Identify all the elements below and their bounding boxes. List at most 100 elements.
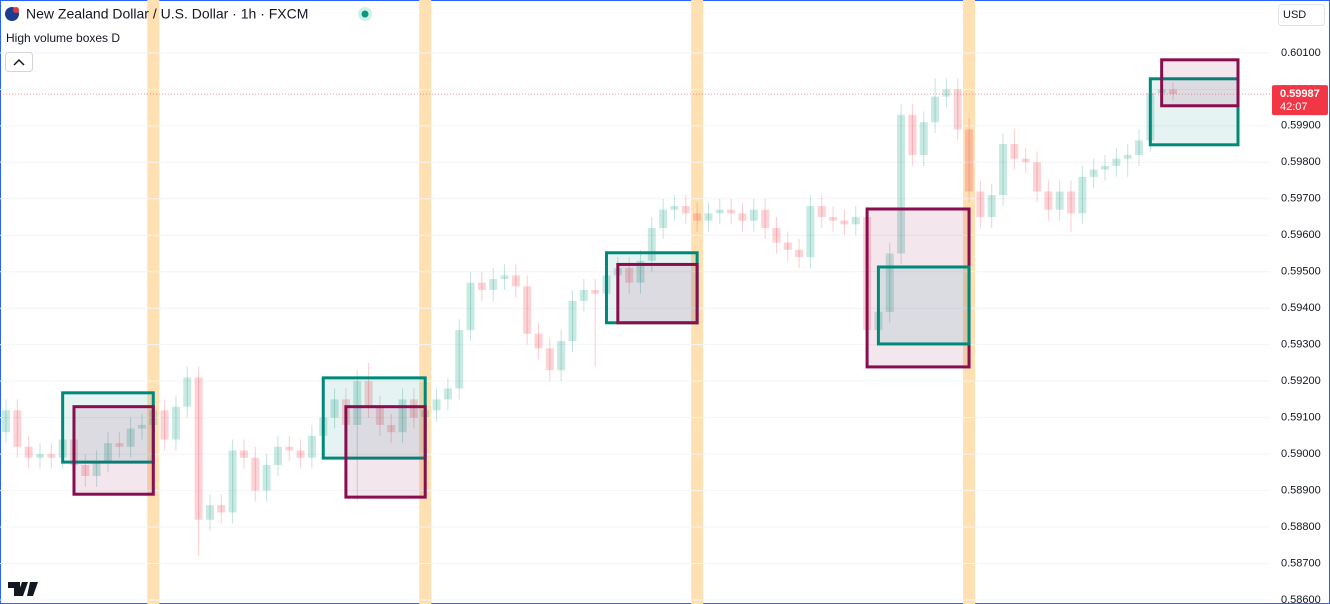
candle-body (239, 450, 248, 458)
candle-body (783, 242, 792, 250)
candle-body (228, 450, 237, 513)
y-tick-label: 0.59500 (1281, 266, 1321, 278)
currency-label: USD (1283, 9, 1306, 21)
candle-body (511, 275, 520, 287)
tradingview-logo[interactable] (8, 582, 38, 596)
countdown-label: 42:07 (1280, 101, 1308, 113)
candle-body (126, 428, 135, 447)
currency-button[interactable] (1278, 4, 1325, 26)
candle-body (251, 457, 260, 491)
candle-body (160, 410, 169, 440)
candle-body (1033, 162, 1042, 192)
candle-body (1123, 155, 1132, 159)
candle-body (523, 286, 532, 334)
candle-body (840, 220, 849, 225)
volume-box (1160, 58, 1240, 108)
candle-body (749, 209, 758, 221)
candle-body (81, 465, 90, 476)
candle-body (681, 206, 690, 214)
candle-body (409, 399, 418, 418)
candle-body (557, 341, 566, 371)
symbol-icon-flag (13, 7, 19, 13)
candle-body (432, 399, 441, 411)
y-tick-label: 0.59700 (1281, 193, 1321, 205)
candle-body (704, 213, 713, 221)
collapse-button[interactable] (5, 52, 33, 72)
symbol-title[interactable]: New Zealand Dollar / U.S. Dollar · 1h · … (26, 6, 308, 22)
candle-body (1010, 144, 1019, 159)
session-layer (147, 0, 976, 604)
volume-box (1148, 77, 1240, 147)
candle-body (387, 424, 396, 433)
candle-body (1168, 89, 1177, 95)
candle-body (636, 260, 645, 283)
volume-box (876, 265, 971, 346)
y-tick-label: 0.58900 (1281, 484, 1321, 496)
candle-body (761, 209, 770, 228)
candle-body (398, 399, 407, 433)
market-status-dot (361, 10, 369, 18)
candle-body (919, 122, 928, 156)
candle-body (795, 249, 804, 258)
y-tick-label: 0.59600 (1281, 229, 1321, 241)
grid-layer (0, 52, 1270, 601)
candle-body (24, 446, 33, 458)
candle-body (908, 114, 917, 156)
candle-body (568, 300, 577, 342)
last-price-tag (1272, 85, 1328, 116)
candle-body (2, 410, 10, 433)
y-tick-label: 0.60100 (1281, 47, 1321, 59)
candle-body (35, 454, 44, 458)
session-break (419, 0, 432, 604)
candle-body (466, 282, 475, 331)
candle-body (987, 195, 996, 218)
candle-body (103, 443, 112, 462)
y-tick-label: 0.59100 (1281, 412, 1321, 424)
candle-body (296, 450, 305, 458)
candle-body (999, 144, 1008, 196)
candle-body (829, 217, 838, 221)
candle-body (817, 206, 826, 218)
candle-body (885, 253, 894, 312)
box-layer (61, 58, 1240, 499)
candle-body (330, 399, 339, 418)
candle-body (806, 206, 815, 258)
candle-body (205, 505, 214, 520)
candle-body (137, 424, 146, 429)
y-tick-label: 0.59300 (1281, 339, 1321, 351)
candle-body (591, 289, 600, 294)
candle-body (545, 348, 554, 371)
candle-body (273, 446, 282, 466)
candle-body (1044, 191, 1053, 210)
last-price-label: 0.59987 (1280, 88, 1320, 100)
candle-body (659, 209, 668, 228)
candle-body (477, 282, 486, 290)
y-tick-label: 0.59000 (1281, 448, 1321, 460)
candle-body (353, 381, 362, 425)
y-tick-label: 0.58600 (1281, 594, 1321, 604)
candle-body (851, 217, 860, 225)
candle-body (183, 377, 192, 407)
candle-body (262, 465, 271, 491)
candle-body (13, 410, 22, 447)
candle-body (375, 406, 384, 425)
candle-body (976, 191, 985, 218)
candle-body (1112, 158, 1121, 166)
candle-body (670, 206, 679, 210)
candle-body (364, 381, 373, 407)
candle-body (1101, 165, 1110, 170)
candle-body (931, 96, 940, 123)
collapse-icon (13, 58, 25, 66)
indicator-title[interactable]: High volume boxes D (6, 31, 120, 45)
candle-body (647, 227, 656, 261)
candle-body (443, 388, 452, 400)
y-tick-label: 0.58800 (1281, 521, 1321, 533)
candle-body (965, 129, 974, 192)
candle-body (115, 443, 124, 447)
candle-body (285, 446, 294, 451)
candle-body (738, 213, 747, 221)
